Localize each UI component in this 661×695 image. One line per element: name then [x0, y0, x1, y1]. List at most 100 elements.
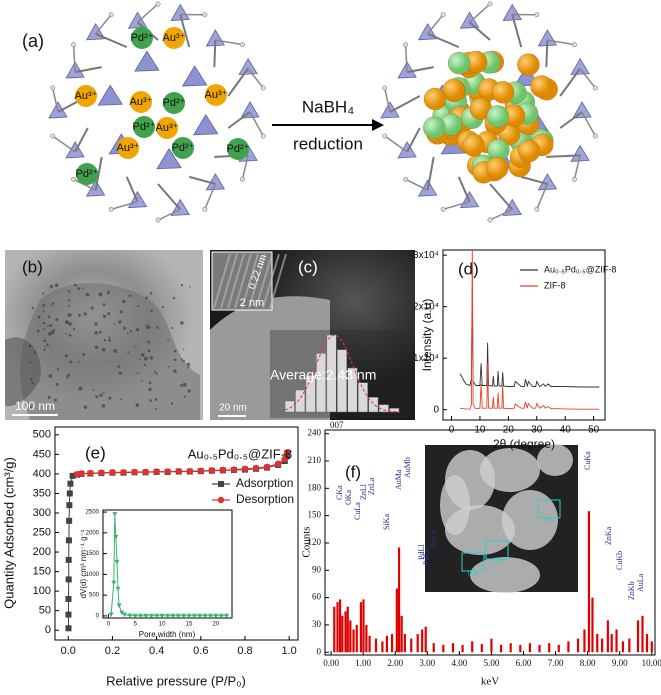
speckle — [122, 326, 127, 330]
speckle — [47, 315, 51, 319]
y-axis-label: Quantity Adsorbed (cm³/g) — [1, 457, 16, 609]
speckle — [135, 372, 138, 374]
speckle — [139, 358, 141, 361]
ion-label: Pd²⁺ — [133, 121, 156, 133]
panel-label: (f) — [345, 462, 361, 481]
linker — [179, 14, 191, 48]
region-box — [461, 552, 485, 572]
speckle — [172, 296, 176, 300]
data-point — [67, 480, 74, 487]
ion — [205, 84, 227, 106]
data-point — [132, 613, 138, 619]
atom — [571, 42, 577, 48]
speckle — [52, 328, 55, 332]
speckle — [42, 304, 45, 307]
linker — [536, 183, 549, 210]
data-point — [153, 468, 160, 475]
ion — [130, 91, 152, 113]
speckle — [135, 327, 140, 332]
metal-atom — [517, 139, 541, 163]
support — [210, 296, 330, 420]
data-point — [120, 469, 127, 476]
peak-label: CuLa — [353, 502, 362, 520]
x-tick-label: 8.00 — [580, 658, 596, 668]
speckle — [37, 315, 41, 319]
linker — [489, 183, 514, 211]
reagent: NaBH₄ — [302, 97, 354, 116]
particle — [502, 490, 558, 550]
atom — [155, 1, 161, 7]
y-tick-label: 350 — [33, 487, 51, 499]
speckle — [187, 389, 191, 393]
x-tick-label: 5 — [134, 622, 138, 628]
x-tick-label: 9.00 — [612, 658, 628, 668]
linker — [51, 87, 59, 113]
speckle — [49, 324, 53, 328]
speckle — [143, 356, 148, 361]
speckle — [128, 294, 132, 298]
speckle — [68, 333, 72, 337]
speckle — [48, 374, 53, 378]
speckle — [180, 321, 184, 325]
linker — [581, 111, 596, 137]
linker — [520, 175, 548, 185]
y-tick-label: 150 — [33, 566, 51, 578]
peak-label: OKa — [344, 489, 353, 505]
y-tick-label: 1500 — [86, 551, 100, 557]
histogram-bar — [347, 367, 358, 413]
histogram-bar — [368, 397, 379, 413]
data-point — [138, 613, 144, 619]
atom — [71, 176, 77, 182]
x-tick-label: 1.0 — [282, 645, 297, 657]
metal-atom — [462, 134, 485, 157]
speckle — [188, 285, 191, 288]
linker — [427, 32, 460, 49]
series-line — [77, 452, 288, 475]
y-tick-label: 2x10⁴ — [413, 301, 439, 312]
speckle — [145, 324, 147, 326]
fringe — [227, 253, 245, 309]
data-point — [170, 613, 176, 619]
scale-label: 100 nm — [15, 399, 55, 413]
ion — [227, 138, 249, 160]
peak-label: PdLb — [429, 531, 438, 548]
legend-label: Desorption — [236, 492, 294, 506]
speckle — [42, 310, 45, 313]
speckle — [147, 340, 151, 344]
atom — [403, 42, 409, 48]
data-point — [274, 460, 282, 467]
data-point — [69, 472, 76, 479]
speckle — [171, 326, 174, 330]
ion — [75, 85, 97, 107]
atom — [155, 217, 161, 223]
atom — [382, 133, 388, 139]
linker — [52, 135, 76, 153]
speckle — [173, 358, 177, 362]
speckle — [50, 330, 55, 335]
atom — [440, 206, 446, 212]
zn-tetrahedron — [459, 11, 480, 29]
metal-atom — [423, 87, 447, 111]
linker — [426, 156, 435, 191]
panel-label: (a) — [22, 31, 44, 51]
legend-label: ZIF-8 — [544, 280, 566, 290]
atom — [382, 85, 388, 91]
speckle — [180, 384, 183, 387]
peak-label: ZnKb — [627, 581, 636, 600]
speckle — [140, 353, 145, 357]
linker — [247, 68, 264, 89]
y-tick-label: 3x10⁴ — [413, 250, 439, 261]
data-point — [65, 537, 72, 544]
fringe — [234, 253, 252, 309]
stem-particles — [440, 444, 573, 593]
speckle — [47, 395, 51, 399]
particle — [440, 475, 470, 535]
speckle — [64, 332, 67, 335]
speckle — [107, 312, 111, 316]
speckle — [48, 331, 52, 336]
speckle — [182, 348, 185, 351]
y-axis-label: Intensity (a.u) — [420, 299, 434, 372]
histogram-bar — [284, 400, 295, 413]
zn-tetrahedron — [134, 50, 160, 72]
speckle — [33, 350, 36, 354]
